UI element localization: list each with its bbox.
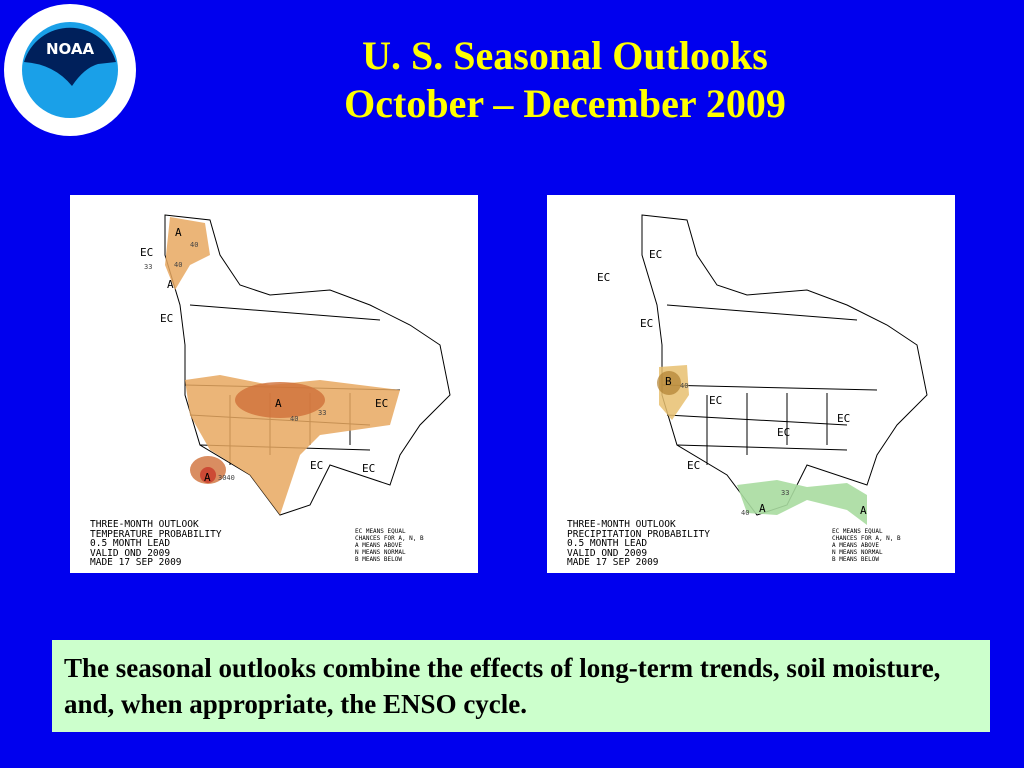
map-info: THREE-MONTH OUTLOOK PRECIPITATION PROBABI…: [567, 519, 710, 568]
label-prob: 33: [781, 489, 790, 497]
label-prob: 40: [680, 382, 689, 390]
label-prob: 33: [144, 263, 153, 271]
label-ec: EC: [777, 426, 791, 439]
precipitation-map-graphic: [641, 214, 928, 525]
label-above: A: [204, 471, 211, 484]
precipitation-outlook-map: EC EC EC EC EC EC EC B A A 40 40 33 THRE…: [547, 195, 955, 573]
label-above: A: [860, 504, 867, 517]
alaska-above-area: [165, 217, 210, 290]
label-ec: EC: [649, 248, 663, 261]
gulf-above-area: [737, 480, 867, 525]
caption-box: The seasonal outlooks combine the effect…: [52, 640, 990, 732]
title-line-1: U. S. Seasonal Outlooks: [362, 33, 768, 78]
label-ec: EC: [375, 397, 389, 410]
map-info: THREE-MONTH OUTLOOK TEMPERATURE PROBABILI…: [90, 519, 222, 568]
label-ec: EC: [140, 246, 154, 259]
label-ec: EC: [310, 459, 324, 472]
west-above-area: [185, 375, 400, 515]
label-ec: EC: [160, 312, 174, 325]
label-above: A: [759, 502, 766, 515]
noaa-logo: NOAA: [2, 2, 138, 138]
label-prob: 40: [290, 415, 299, 423]
label-prob: 33: [318, 409, 327, 417]
slide-title: U. S. Seasonal Outlooks October – Decemb…: [250, 32, 880, 128]
label-ec: EC: [597, 271, 611, 284]
label-ec: EC: [687, 459, 701, 472]
label-above: A: [175, 226, 182, 239]
label-above: A: [275, 397, 282, 410]
temperature-outlook-map: EC EC EC EC EC A A A A 33 40 40 33 40 30…: [70, 195, 478, 573]
label-prob: 40: [741, 509, 750, 517]
title-line-2: October – December 2009: [344, 81, 786, 126]
label-prob: 40: [174, 261, 183, 269]
label-ec: EC: [362, 462, 376, 475]
label-prob: 3040: [218, 474, 235, 482]
svg-text:NOAA: NOAA: [46, 40, 95, 58]
label-prob: 40: [190, 241, 199, 249]
label-ec: EC: [709, 394, 723, 407]
label-ec: EC: [837, 412, 851, 425]
label-ec: EC: [640, 317, 654, 330]
temperature-map-graphic: [164, 214, 451, 516]
label-below: B: [665, 375, 672, 388]
label-above: A: [167, 278, 174, 291]
